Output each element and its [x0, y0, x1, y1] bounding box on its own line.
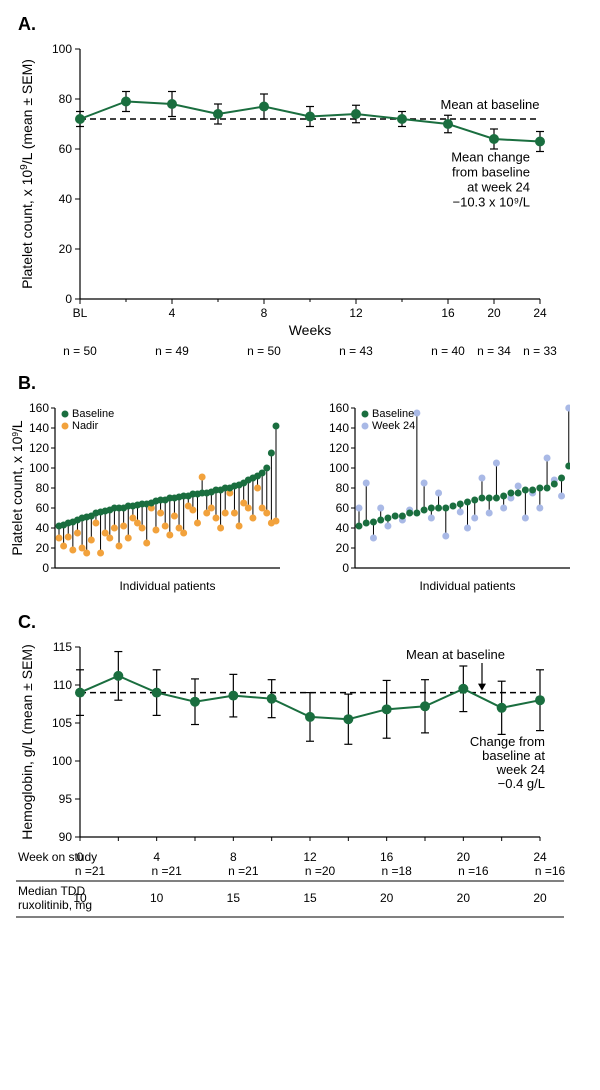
- svg-text:20: 20: [487, 306, 501, 320]
- svg-text:20: 20: [533, 891, 547, 905]
- svg-text:20: 20: [59, 242, 73, 256]
- svg-text:120: 120: [29, 441, 49, 455]
- svg-text:week 24: week 24: [496, 762, 545, 777]
- panel-b-label: B.: [18, 373, 590, 394]
- svg-text:4: 4: [153, 850, 160, 864]
- svg-text:80: 80: [59, 92, 73, 106]
- svg-text:12: 12: [303, 850, 317, 864]
- svg-text:80: 80: [336, 481, 350, 495]
- svg-text:160: 160: [29, 401, 49, 415]
- panel-a-label: A.: [18, 14, 590, 35]
- svg-text:Mean change: Mean change: [451, 150, 530, 165]
- svg-text:Platelet count, x 109/L (mean: Platelet count, x 109/L (mean ± SEM): [19, 59, 36, 289]
- svg-text:n = 40: n = 40: [431, 344, 465, 358]
- panel-b-chart: 0 20 40 60 80 100 120 140 160 Individual patients…: [10, 398, 570, 608]
- svg-text:0: 0: [65, 292, 72, 306]
- svg-text:Baseline: Baseline: [372, 408, 414, 420]
- svg-text:n = 50: n = 50: [247, 344, 281, 358]
- svg-text:60: 60: [36, 501, 50, 515]
- svg-text:n =18: n =18: [381, 864, 412, 878]
- svg-text:4: 4: [169, 306, 176, 320]
- svg-text:n =16: n =16: [535, 864, 566, 878]
- svg-text:Individual patients: Individual patients: [119, 579, 215, 593]
- svg-text:120: 120: [329, 441, 349, 455]
- svg-text:Individual patients: Individual patients: [419, 579, 515, 593]
- svg-text:Weeks: Weeks: [289, 322, 332, 338]
- svg-text:15: 15: [303, 891, 317, 905]
- svg-text:baseline at: baseline at: [482, 748, 545, 763]
- svg-text:Platelet count, x 109/L: Platelet count, x 109/L: [10, 420, 25, 555]
- svg-text:n =16: n =16: [458, 864, 489, 878]
- svg-text:40: 40: [59, 192, 73, 206]
- svg-text:20: 20: [36, 541, 50, 555]
- svg-text:20: 20: [457, 850, 471, 864]
- svg-text:0: 0: [42, 561, 49, 575]
- svg-text:115: 115: [53, 640, 72, 654]
- svg-text:90: 90: [59, 830, 73, 844]
- svg-text:24: 24: [533, 850, 547, 864]
- svg-text:Mean at baseline: Mean at baseline: [406, 647, 505, 662]
- svg-text:n = 43: n = 43: [339, 344, 373, 358]
- svg-text:0: 0: [342, 561, 349, 575]
- svg-text:40: 40: [36, 521, 50, 535]
- svg-text:110: 110: [53, 678, 72, 692]
- svg-text:Mean at baseline: Mean at baseline: [440, 97, 539, 112]
- panel-c-chart: 9095100105110115Hemoglobin, g/L (mean ± …: [10, 637, 570, 937]
- svg-text:24: 24: [533, 306, 547, 320]
- svg-text:n = 34: n = 34: [477, 344, 511, 358]
- svg-text:BL: BL: [73, 306, 88, 320]
- svg-text:100: 100: [52, 42, 72, 56]
- svg-text:20: 20: [336, 541, 350, 555]
- svg-text:100: 100: [52, 754, 72, 768]
- svg-text:12: 12: [349, 306, 363, 320]
- svg-text:n =21: n =21: [151, 864, 182, 878]
- svg-text:20: 20: [380, 891, 394, 905]
- svg-text:−10.3 x 10⁹/L: −10.3 x 10⁹/L: [453, 195, 531, 210]
- svg-text:60: 60: [336, 501, 350, 515]
- svg-text:10: 10: [73, 891, 87, 905]
- svg-text:100: 100: [329, 461, 349, 475]
- svg-text:n =21: n =21: [228, 864, 259, 878]
- panel-a-chart: 0 20 40 60 80 100 BL 4 8 12 16 20 24 Platelet count, …: [10, 39, 570, 369]
- svg-text:100: 100: [29, 461, 49, 475]
- svg-text:40: 40: [336, 521, 350, 535]
- svg-text:140: 140: [29, 421, 49, 435]
- svg-text:80: 80: [36, 481, 50, 495]
- svg-text:8: 8: [261, 306, 268, 320]
- svg-text:Baseline: Baseline: [72, 408, 114, 420]
- svg-text:n = 33: n = 33: [523, 344, 557, 358]
- svg-text:n =21: n =21: [75, 864, 106, 878]
- svg-text:Change from: Change from: [470, 734, 545, 749]
- svg-text:Hemoglobin, g/L (mean ± SEM): Hemoglobin, g/L (mean ± SEM): [19, 644, 35, 839]
- svg-text:Nadir: Nadir: [72, 420, 99, 432]
- svg-text:Week 24: Week 24: [372, 420, 415, 432]
- svg-text:60: 60: [59, 142, 73, 156]
- svg-text:10: 10: [150, 891, 164, 905]
- svg-text:16: 16: [441, 306, 455, 320]
- svg-text:20: 20: [457, 891, 471, 905]
- svg-text:140: 140: [329, 421, 349, 435]
- svg-text:8: 8: [230, 850, 237, 864]
- svg-text:95: 95: [59, 792, 73, 806]
- svg-text:16: 16: [380, 850, 394, 864]
- svg-text:n = 50: n = 50: [63, 344, 97, 358]
- svg-text:−0.4 g/L: −0.4 g/L: [498, 776, 545, 791]
- svg-text:from baseline: from baseline: [452, 165, 530, 180]
- svg-text:15: 15: [227, 891, 241, 905]
- svg-text:105: 105: [52, 716, 72, 730]
- svg-text:160: 160: [329, 401, 349, 415]
- panel-c-label: C.: [18, 612, 590, 633]
- svg-text:n =20: n =20: [305, 864, 336, 878]
- svg-text:at week 24: at week 24: [467, 180, 530, 195]
- svg-text:Week on study: Week on study: [18, 850, 97, 864]
- svg-text:n = 49: n = 49: [155, 344, 189, 358]
- svg-text:0: 0: [77, 850, 84, 864]
